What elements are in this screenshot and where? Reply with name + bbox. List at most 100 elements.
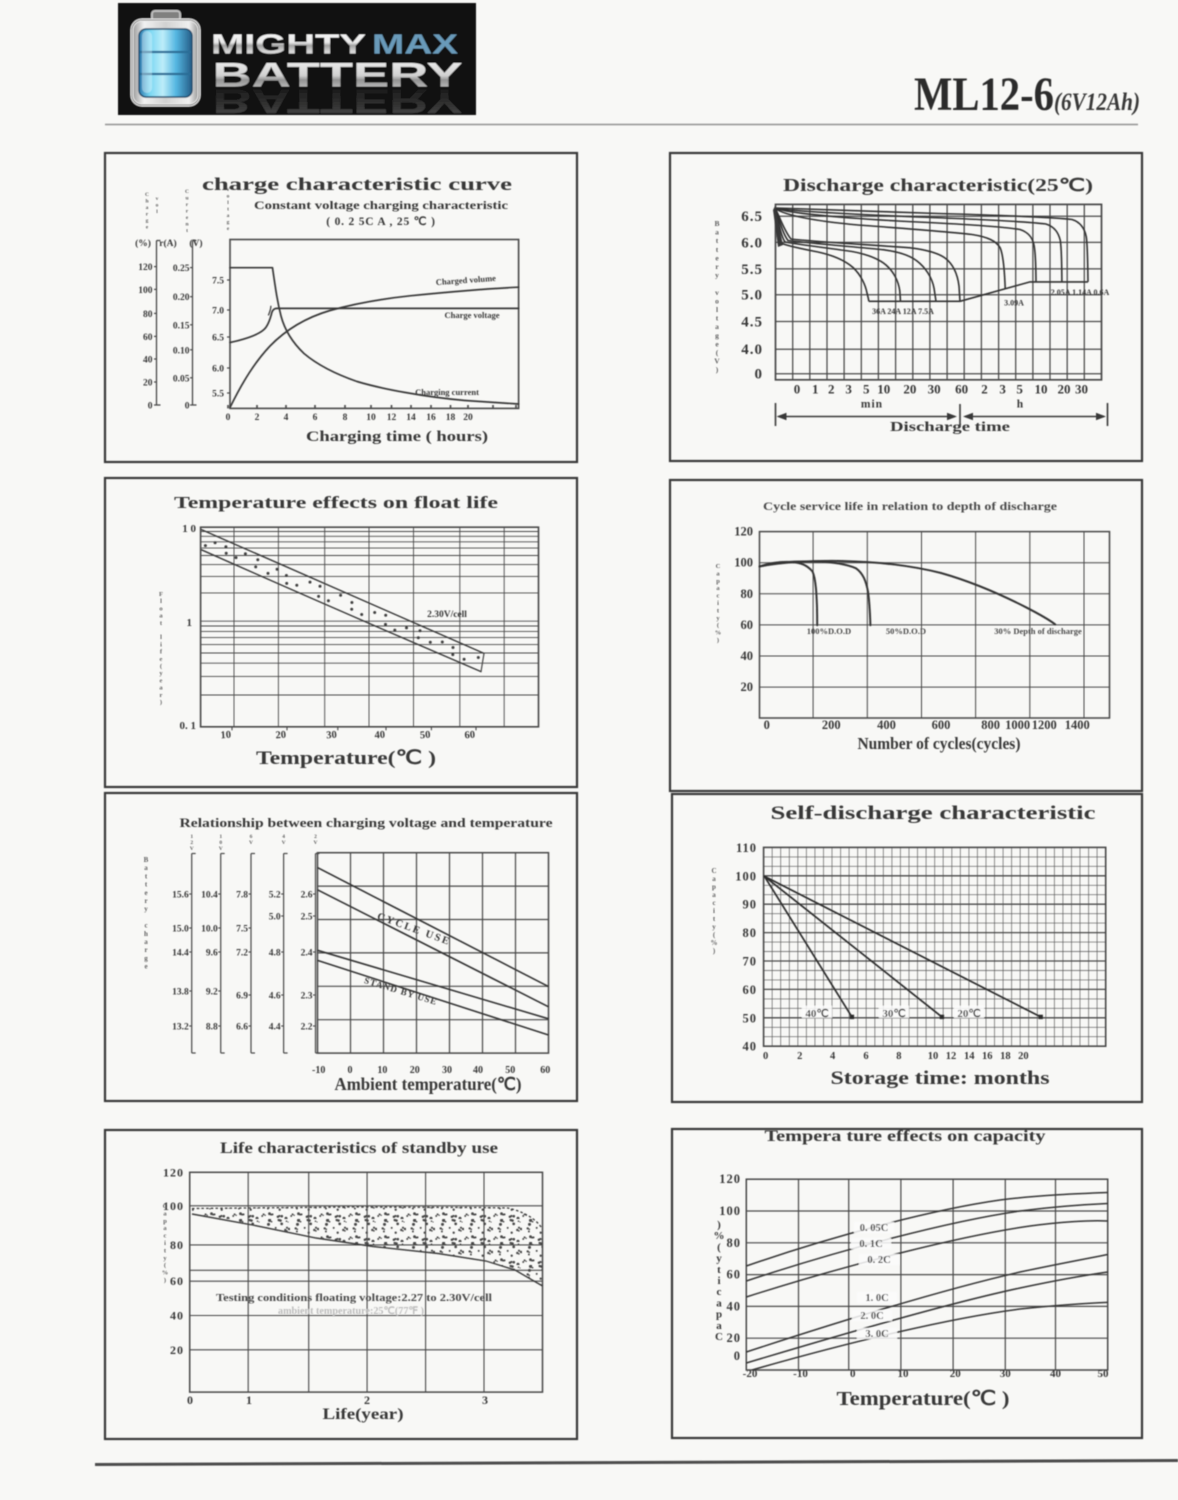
svg-text:C: C — [163, 1203, 168, 1210]
svg-text:400: 400 — [877, 718, 896, 732]
svg-text:4.5: 4.5 — [741, 315, 763, 331]
svg-text:0. 1C: 0. 1C — [859, 1239, 882, 1250]
svg-text:0: 0 — [226, 413, 231, 423]
svg-text:r(A): r(A) — [159, 238, 176, 249]
svg-text:20: 20 — [950, 1368, 962, 1380]
svg-text:50%D.O.D: 50%D.O.D — [886, 626, 926, 636]
svg-text:36A 24A 12A 7.5A: 36A 24A 12A 7.5A — [872, 307, 934, 316]
svg-text:80: 80 — [727, 1236, 742, 1250]
svg-text:c: c — [712, 899, 715, 907]
svg-text:a: a — [716, 570, 720, 577]
svg-text:V: V — [249, 840, 253, 846]
svg-text:2: 2 — [981, 382, 988, 397]
svg-text:0: 0 — [763, 1051, 768, 1062]
svg-text:0. 2C: 0. 2C — [867, 1255, 890, 1266]
svg-text:t: t — [145, 881, 148, 889]
svg-text:600: 600 — [932, 718, 951, 732]
svg-text:o: o — [159, 605, 162, 612]
svg-text:30: 30 — [928, 382, 941, 397]
svg-text:%: % — [162, 1270, 169, 1277]
svg-text:e: e — [227, 226, 230, 232]
svg-text:0: 0 — [850, 1368, 856, 1380]
svg-text:a: a — [715, 228, 719, 237]
svg-text:2.30V/cell: 2.30V/cell — [427, 610, 467, 620]
svg-text:100: 100 — [735, 869, 757, 883]
svg-text:7.2: 7.2 — [236, 949, 248, 959]
svg-text:5.5: 5.5 — [741, 262, 763, 278]
svg-text:40: 40 — [143, 356, 153, 366]
svg-text:40: 40 — [170, 1309, 184, 1323]
svg-text:4.4: 4.4 — [269, 1023, 281, 1033]
svg-text:t: t — [186, 228, 188, 234]
svg-text:t: t — [717, 1264, 721, 1276]
svg-text:110: 110 — [736, 841, 757, 855]
svg-text:a: a — [163, 1225, 167, 1232]
svg-text:e: e — [715, 339, 719, 348]
svg-text:6: 6 — [313, 413, 318, 423]
svg-text:30: 30 — [442, 1065, 452, 1076]
svg-text:2.3: 2.3 — [301, 992, 313, 1002]
svg-text:6.0: 6.0 — [212, 365, 224, 375]
svg-text:p: p — [716, 1309, 722, 1321]
svg-text:7.0: 7.0 — [212, 307, 224, 317]
svg-text:0: 0 — [764, 718, 770, 732]
svg-text:e: e — [144, 889, 147, 897]
svg-text:ambient temperature:25℃(77℉ ): ambient temperature:25℃(77℉ ) — [278, 1306, 424, 1317]
svg-text:20: 20 — [727, 1331, 742, 1345]
svg-text:5: 5 — [863, 382, 870, 397]
svg-text:Storage time: months: Storage time: months — [831, 1068, 1050, 1089]
svg-text:4: 4 — [282, 834, 285, 840]
svg-text:1: 1 — [190, 834, 193, 840]
svg-text:F: F — [159, 591, 163, 598]
svg-text:200: 200 — [822, 718, 841, 732]
svg-text:10: 10 — [928, 1051, 939, 1062]
svg-text:60: 60 — [464, 730, 475, 742]
svg-text:4.0: 4.0 — [741, 342, 763, 358]
svg-text:Temperature effects on float l: Temperature effects on float life — [174, 493, 498, 512]
svg-text:30℃: 30℃ — [882, 1008, 905, 1020]
svg-text:8: 8 — [896, 1051, 901, 1062]
svg-text:100: 100 — [734, 556, 753, 570]
svg-text:7.5: 7.5 — [212, 277, 224, 287]
svg-text:10: 10 — [220, 730, 231, 742]
svg-text:ML12-6: ML12-6 — [914, 68, 1054, 121]
svg-text:100: 100 — [138, 286, 153, 296]
svg-text:Relationship between charging: Relationship between charging voltage an… — [180, 815, 553, 830]
svg-text:0: 0 — [794, 382, 801, 397]
svg-text:0: 0 — [148, 402, 153, 412]
svg-text:6.9: 6.9 — [236, 992, 248, 1002]
svg-text:i: i — [160, 641, 162, 648]
svg-text:2.2: 2.2 — [301, 1023, 313, 1033]
svg-text:1 0: 1 0 — [182, 523, 196, 535]
svg-text:120: 120 — [719, 1172, 741, 1186]
svg-text:t: t — [713, 915, 716, 923]
svg-text:1: 1 — [246, 1393, 252, 1407]
svg-text:2.5: 2.5 — [301, 913, 313, 923]
svg-text:e: e — [144, 963, 147, 971]
svg-text:100: 100 — [163, 1199, 184, 1213]
svg-text:min: min — [861, 399, 883, 411]
svg-text:40: 40 — [473, 1065, 483, 1076]
svg-text:20: 20 — [741, 680, 754, 694]
svg-text:6: 6 — [863, 1051, 868, 1062]
svg-text:BATTERY: BATTERY — [213, 82, 463, 120]
svg-text:13.2: 13.2 — [172, 1023, 189, 1033]
svg-text:50: 50 — [420, 730, 431, 742]
svg-text:3.09A: 3.09A — [1004, 299, 1024, 308]
svg-text:4: 4 — [830, 1051, 836, 1062]
svg-text:20: 20 — [1058, 382, 1071, 397]
svg-text:10: 10 — [377, 1065, 387, 1076]
svg-text:v: v — [156, 196, 159, 202]
svg-text:2: 2 — [190, 840, 193, 846]
svg-text:): ) — [160, 699, 162, 706]
svg-text:g: g — [715, 331, 719, 340]
svg-text:(: ( — [717, 622, 719, 629]
svg-text:10.0: 10.0 — [201, 925, 218, 935]
svg-text:40: 40 — [743, 1040, 758, 1054]
svg-text:10: 10 — [898, 1368, 910, 1380]
svg-text:a: a — [716, 1320, 722, 1332]
svg-text:100: 100 — [719, 1204, 741, 1218]
svg-text:C: C — [716, 563, 721, 570]
svg-text:y: y — [712, 923, 716, 931]
svg-text:13.8: 13.8 — [172, 988, 189, 998]
